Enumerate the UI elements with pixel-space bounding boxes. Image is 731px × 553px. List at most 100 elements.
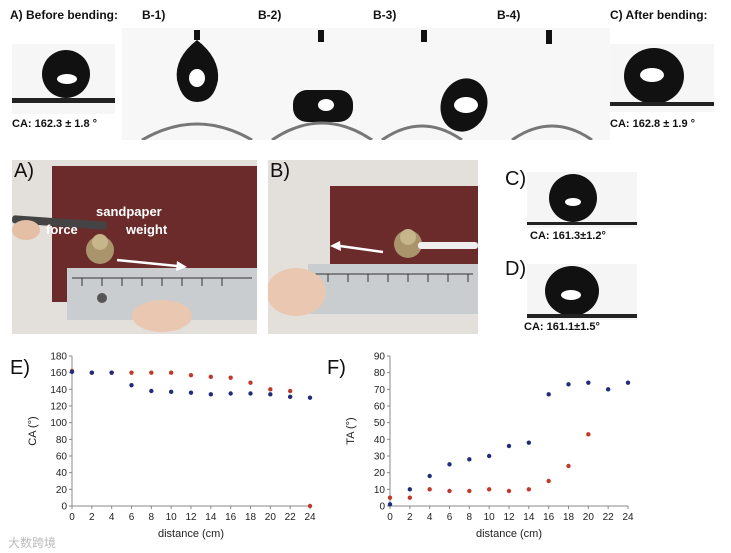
data-point-red <box>188 372 194 378</box>
x-tick-label: 10 <box>484 512 496 523</box>
x-tick-label: 16 <box>225 512 237 523</box>
data-point-red <box>387 495 393 500</box>
y-tick-label: 20 <box>56 485 68 496</box>
data-point-red <box>526 487 532 492</box>
droplet-highlight <box>57 74 77 84</box>
y-tick-label: 120 <box>50 402 67 413</box>
data-point-red <box>149 370 154 375</box>
data-point-blue <box>427 473 432 479</box>
y-axis-label: CA (°) <box>27 416 39 445</box>
after-bending-label: C) After bending: <box>610 8 708 22</box>
y-tick-label: 60 <box>374 402 386 413</box>
y-tick-label: 70 <box>374 385 386 396</box>
x-tick-label: 2 <box>89 512 95 523</box>
x-tick-label: 22 <box>603 512 615 523</box>
data-point-blue <box>467 457 472 462</box>
x-tick-label: 18 <box>245 512 257 523</box>
after-bending-drop-image <box>610 44 714 112</box>
y-tick-label: 80 <box>374 368 386 379</box>
b1-label: B-1) <box>142 8 166 22</box>
x-tick-label: 4 <box>427 512 433 523</box>
data-point-blue <box>546 392 551 397</box>
data-point-blue <box>307 395 313 400</box>
x-tick-label: 6 <box>447 512 453 523</box>
x-tick-label: 10 <box>166 512 178 523</box>
substrate <box>527 314 637 318</box>
chart-f-letter: F) <box>327 357 346 379</box>
data-point-red <box>208 374 214 380</box>
y-tick-label: 10 <box>374 485 386 496</box>
panel-c-drop-image <box>527 172 637 228</box>
x-tick-label: 18 <box>563 512 575 523</box>
data-point-blue <box>168 389 174 395</box>
before-bending-drop-image <box>12 44 115 114</box>
data-point-blue <box>129 382 134 388</box>
substrate <box>527 222 637 225</box>
data-point-red <box>447 488 452 494</box>
after-bending-ca: CA: 162.8 ± 1.9 ° <box>610 118 696 130</box>
before-bending-label: A) Before bending: <box>10 8 118 22</box>
x-tick-label: 8 <box>467 512 473 523</box>
y-tick-label: 30 <box>374 452 386 463</box>
data-point-blue <box>287 394 293 400</box>
data-point-red <box>586 432 591 437</box>
data-point-red <box>506 488 512 494</box>
bending-sequence-image <box>122 28 610 140</box>
x-axis-label: distance (cm) <box>158 528 224 540</box>
x-tick-label: 16 <box>543 512 555 523</box>
data-point-blue <box>228 391 233 396</box>
x-tick-label: 6 <box>129 512 135 523</box>
x-axis-label: distance (cm) <box>476 528 542 540</box>
droplet-highlight <box>565 198 581 206</box>
force-label: force <box>46 222 78 237</box>
data-point-blue <box>447 462 452 467</box>
chart-e: 0 20 40 60 80 100 120 140 160 180 0 2 4 6 8 10 12 14 16 18 2… <box>14 346 330 551</box>
substrate <box>610 102 714 106</box>
photo-b-abrasion-setup <box>268 160 478 334</box>
y-tick-label: 90 <box>374 352 386 363</box>
data-point-red <box>307 503 313 509</box>
data-point-red <box>268 387 273 392</box>
data-point-blue <box>526 440 532 445</box>
x-tick-label: 2 <box>407 512 413 523</box>
data-point-blue <box>387 502 393 507</box>
y-axis-label: TA (°) <box>345 417 357 444</box>
data-point-blue <box>486 453 492 459</box>
y-tick-label: 140 <box>50 385 67 396</box>
panel-d-letter: D) <box>505 258 527 280</box>
x-tick-label: 20 <box>265 512 277 523</box>
y-tick-label: 0 <box>61 502 67 513</box>
sandpaper-label: sandpaper <box>96 204 162 219</box>
data-point-blue <box>268 392 273 397</box>
x-tick-label: 4 <box>109 512 115 523</box>
y-tick-label: 60 <box>56 452 68 463</box>
data-point-blue <box>69 369 75 375</box>
y-tick-label: 100 <box>50 418 67 429</box>
data-point-blue <box>188 390 194 395</box>
x-tick-label: 24 <box>622 512 634 523</box>
data-point-blue <box>605 387 611 392</box>
data-point-blue <box>625 380 631 385</box>
data-point-blue <box>248 391 253 396</box>
y-tick-label: 160 <box>50 368 67 379</box>
data-point-red <box>287 388 293 394</box>
photo-b-letter: B) <box>270 160 290 182</box>
b2-label: B-2) <box>258 8 282 22</box>
panel-c-ca: CA: 161.3±1.2° <box>530 230 606 242</box>
panel-d-drop-image <box>527 264 637 320</box>
watermark: 大数跨境 <box>8 536 57 550</box>
x-tick-label: 24 <box>304 512 316 523</box>
x-tick-label: 0 <box>69 512 75 523</box>
data-point-blue <box>566 382 571 387</box>
y-tick-label: 80 <box>56 435 68 446</box>
b3-label: B-3) <box>373 8 397 22</box>
x-tick-label: 14 <box>523 512 535 523</box>
y-tick-label: 40 <box>56 468 68 479</box>
chart-f: 0 10 20 30 40 50 60 70 80 90 0 2 4 6 8 10 12 14 16 18 20 22 24… <box>332 346 648 551</box>
data-point-red <box>546 478 551 484</box>
before-bending-ca: CA: 162.3 ± 1.8 ° <box>12 118 98 130</box>
x-tick-label: 20 <box>583 512 595 523</box>
x-tick-label: 22 <box>285 512 297 523</box>
data-point-red <box>427 487 432 492</box>
